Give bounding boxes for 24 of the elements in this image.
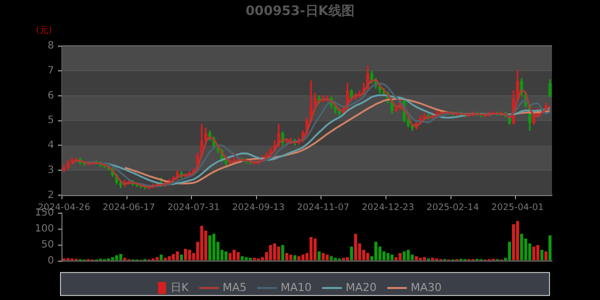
legend-label: MA5 bbox=[222, 281, 247, 294]
legend-label: 日K bbox=[170, 280, 189, 295]
x-tick-label: 2024-09-13 bbox=[232, 202, 285, 213]
legend-label: MA30 bbox=[410, 281, 442, 294]
y-tick-label: 7 bbox=[48, 65, 54, 76]
x-tick-label: 2024-07-31 bbox=[167, 202, 220, 213]
y-tick-label: 2 bbox=[48, 190, 54, 201]
y-tick-label: 5 bbox=[48, 115, 54, 126]
y-tick-label: 4 bbox=[48, 140, 54, 152]
x-tick-label: 2024-11-07 bbox=[297, 202, 350, 213]
chart-title: 000953-日K线图 bbox=[244, 3, 356, 20]
y-tick-label: 6 bbox=[48, 90, 54, 102]
legend-label: MA20 bbox=[346, 281, 377, 294]
x-tick-label: 2024-12-23 bbox=[362, 202, 414, 213]
y-tick-label: 50 bbox=[41, 240, 54, 251]
x-tick-label: 2025-04-01 bbox=[491, 202, 544, 213]
x-tick-label: 2025-02-14 bbox=[426, 202, 480, 213]
y-axis-title: (元) bbox=[36, 25, 52, 37]
y-tick-label: 8 bbox=[48, 40, 54, 52]
y-tick-label: 0 bbox=[48, 256, 54, 267]
x-tick-label: 2024-06-17 bbox=[102, 202, 155, 213]
y-tick-label: 100 bbox=[34, 224, 54, 235]
legend-label: MA10 bbox=[280, 281, 312, 294]
y-tick-label: 3 bbox=[48, 164, 54, 176]
